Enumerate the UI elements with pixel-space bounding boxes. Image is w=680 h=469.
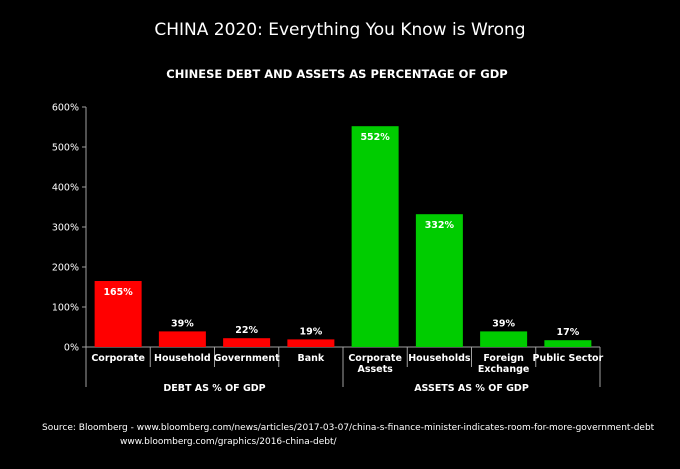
group-label: DEBT AS % OF GDP [163, 383, 265, 394]
data-label: 39% [171, 318, 194, 329]
page-title: CHINA 2020: Everything You Know is Wrong [154, 20, 526, 40]
y-tick-label: 500% [52, 143, 79, 154]
source-line-2: www.bloomberg.com/graphics/2016-china-de… [120, 437, 337, 447]
data-label: 552% [360, 132, 390, 143]
data-label: 165% [103, 287, 133, 298]
bar [544, 340, 592, 347]
data-label: 19% [300, 326, 323, 337]
group-label: ASSETS AS % OF GDP [414, 383, 529, 394]
bar [223, 338, 271, 347]
bar [415, 214, 463, 347]
x-tick-label: Household [154, 353, 211, 364]
bar [287, 339, 335, 347]
bar [480, 331, 528, 347]
x-tick-label: Government [214, 353, 281, 364]
chart-axes: 0% 100% 200% 300% 400% 500% 600% [52, 103, 601, 387]
chart-labels: 165% Corporate 39% Household 22% Government 19… [91, 132, 603, 394]
y-tick-label: 600% [52, 103, 79, 114]
data-label: 17% [557, 327, 580, 338]
x-tick-label: Households [408, 353, 471, 364]
chart-title: CHINESE DEBT AND ASSETS AS PERCENTAGE OF… [166, 67, 507, 81]
source-line-1: Source: Bloomberg - www.bloomberg.com/ne… [42, 423, 655, 433]
bar [351, 126, 399, 347]
x-tick-label: Corporate [91, 353, 145, 364]
y-tick-label: 400% [52, 183, 79, 194]
data-label: 22% [235, 325, 258, 336]
bar [94, 281, 142, 347]
data-label: 39% [492, 318, 515, 329]
bar [158, 331, 206, 347]
x-tick-label: Foreign Exchange [478, 353, 529, 375]
y-tick-label: 200% [52, 263, 79, 274]
data-label: 332% [425, 220, 455, 231]
x-tick-label: Corporate Assets [348, 353, 402, 375]
x-tick-label: Bank [298, 353, 325, 364]
y-tick-label: 0% [64, 343, 79, 354]
y-tick-label: 300% [52, 223, 79, 234]
y-tick-label: 100% [52, 303, 79, 314]
x-tick-label: Public Sector [533, 353, 604, 364]
chart-bars [94, 126, 592, 347]
